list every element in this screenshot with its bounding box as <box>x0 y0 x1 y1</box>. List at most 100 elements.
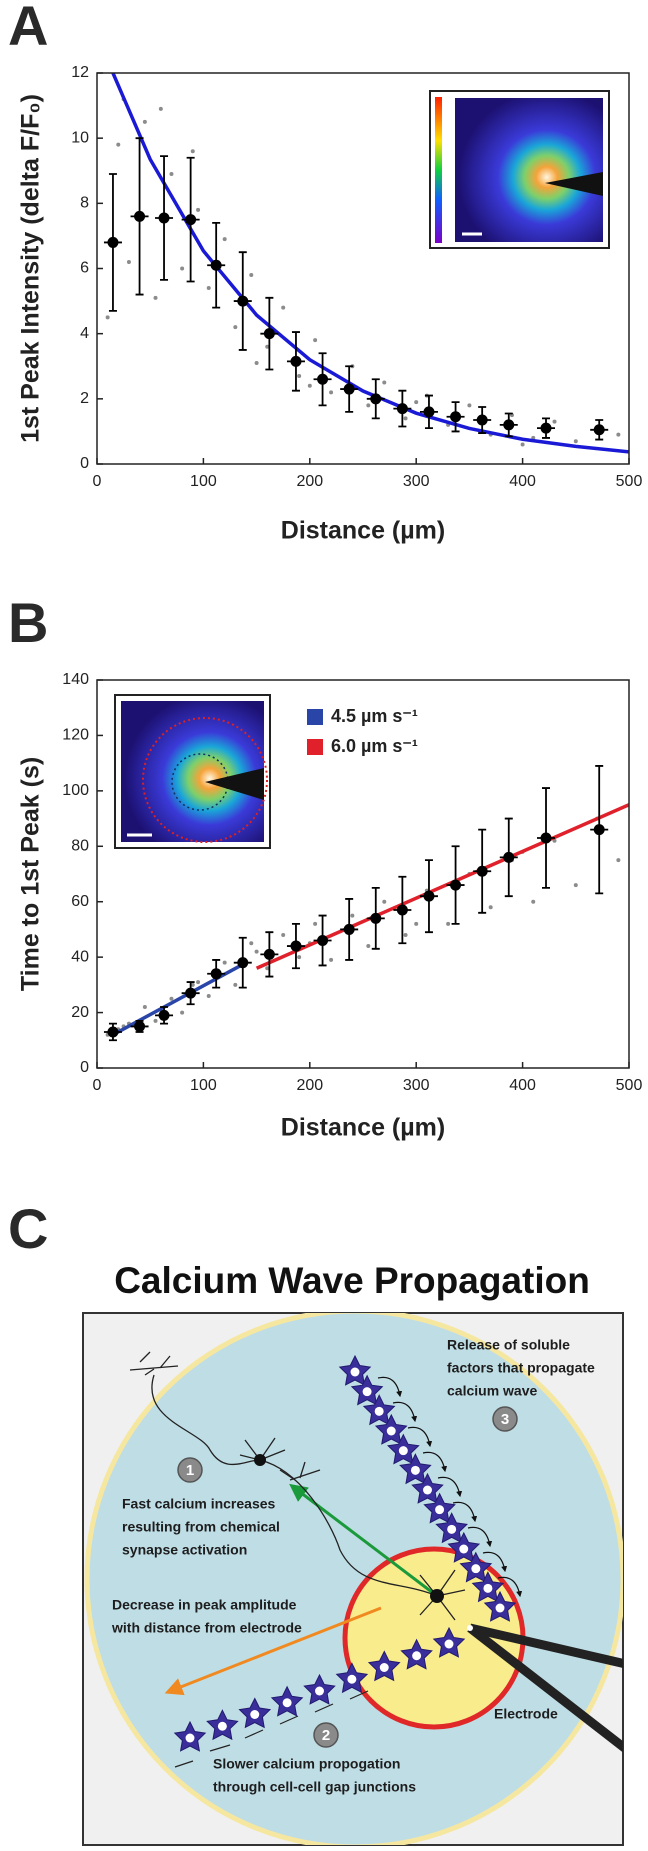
error-bar <box>419 394 438 430</box>
error-bar <box>207 221 226 309</box>
x-tick-label: 100 <box>190 1077 217 1094</box>
cell-nucleus <box>386 1426 396 1436</box>
y-axis-label: 1st Peak Intensity (delta F/F₀) <box>17 94 45 443</box>
scatter-point <box>222 960 227 965</box>
mean-point <box>476 865 488 877</box>
error-bar <box>181 981 200 1006</box>
mean-point <box>290 355 302 367</box>
scatter-point <box>126 259 131 264</box>
error-bar <box>393 875 412 945</box>
cell-nucleus <box>459 1544 469 1554</box>
mean-point <box>158 1009 170 1021</box>
panel-label: C <box>8 1197 48 1260</box>
cell-nucleus <box>250 1710 260 1719</box>
cell-nucleus <box>495 1603 505 1613</box>
error-bar <box>537 787 556 889</box>
mean-point <box>210 968 222 980</box>
panel-label: B <box>8 591 48 654</box>
scatter-point <box>403 932 408 937</box>
error-bar <box>473 406 492 434</box>
scatter-point <box>403 416 408 421</box>
y-axis-label: Time to 1st Peak (s) <box>17 757 45 991</box>
fit-line <box>112 961 247 1037</box>
cell-nucleus <box>315 1686 324 1696</box>
y-tick-label: 6 <box>80 260 89 277</box>
error-bar <box>313 914 332 967</box>
mean-point <box>396 403 408 415</box>
diagram-note: through cell-cell gap junctions <box>213 1779 416 1795</box>
scatter-point <box>446 921 451 926</box>
scatter-point <box>249 273 254 278</box>
error-bar <box>286 331 305 392</box>
scatter-point <box>329 390 334 395</box>
scatter-point <box>206 993 211 998</box>
scatter-point <box>153 295 158 300</box>
scatter-point <box>313 921 318 926</box>
scatter-point <box>382 380 387 385</box>
y-tick-label: 0 <box>80 455 89 472</box>
fit-line <box>255 803 629 970</box>
mean-point <box>263 328 275 340</box>
error-bar <box>393 389 412 428</box>
error-bar <box>233 936 252 989</box>
scatter-point <box>249 941 254 946</box>
diagram-note: Decrease in peak amplitude <box>112 1597 297 1613</box>
mean-point <box>343 383 355 395</box>
error-bar <box>130 1019 149 1033</box>
diagram-note: resulting from chemical <box>122 1519 280 1535</box>
diagram-art <box>84 1313 623 1845</box>
step-badge <box>492 1406 518 1432</box>
y-tick-label: 20 <box>71 1004 89 1021</box>
cell-nucleus <box>362 1387 372 1397</box>
cell-nucleus <box>412 1651 422 1661</box>
error-bar <box>286 922 305 970</box>
scatter-point <box>350 913 355 918</box>
mean-point <box>503 851 515 863</box>
step-number: 2 <box>322 1727 330 1744</box>
scatter-point <box>254 360 259 365</box>
cell-nucleus <box>350 1367 360 1377</box>
cell-nucleus <box>217 1721 227 1731</box>
mean-point <box>185 214 197 226</box>
mean-point <box>134 1020 146 1032</box>
step-badge <box>177 1457 203 1483</box>
x-tick-label: 200 <box>296 473 323 490</box>
inset-image <box>429 90 610 249</box>
error-bar <box>499 817 518 898</box>
scatter-point <box>196 980 201 985</box>
y-tick-label: 140 <box>62 671 89 688</box>
error-bar <box>590 765 609 895</box>
cell-nucleus <box>398 1446 408 1456</box>
diagram-note: Electrode <box>494 1706 558 1722</box>
x-axis-label: Distance (µm) <box>281 1114 445 1142</box>
scatter-point <box>616 432 621 437</box>
x-tick-label: 100 <box>190 473 217 490</box>
scatter-point <box>414 400 419 405</box>
scatter-point <box>573 883 578 888</box>
scatter-point <box>196 207 201 212</box>
error-bar <box>233 251 252 351</box>
x-axis-label: Distance (µm) <box>281 517 445 545</box>
error-bar <box>155 1006 174 1025</box>
x-tick-label: 0 <box>93 1077 102 1094</box>
mean-point <box>540 832 552 844</box>
error-bar <box>473 828 492 914</box>
error-bar <box>419 859 438 934</box>
mean-point <box>263 948 275 960</box>
mean-point <box>423 890 435 902</box>
mean-point <box>107 236 119 248</box>
signal-arcs <box>377 1376 523 1598</box>
scatter-point <box>265 344 270 349</box>
signal-arc <box>482 1551 508 1573</box>
diagram-note: calcium wave <box>447 1383 537 1399</box>
y-tick-label: 12 <box>71 64 89 81</box>
scatter-point <box>105 315 110 320</box>
scatter-point <box>222 237 227 242</box>
scatter-point <box>467 403 472 408</box>
scatter-point <box>180 266 185 271</box>
diagram-note: synapse activation <box>122 1542 247 1558</box>
x-tick-label: 500 <box>616 473 643 490</box>
chart: A 0 100 200 300 400 500 0 2 4 6 8 10 12 Distance (µm)… <box>8 0 642 545</box>
y-tick-label: 8 <box>80 195 89 212</box>
y-tick-label: 10 <box>71 129 89 146</box>
